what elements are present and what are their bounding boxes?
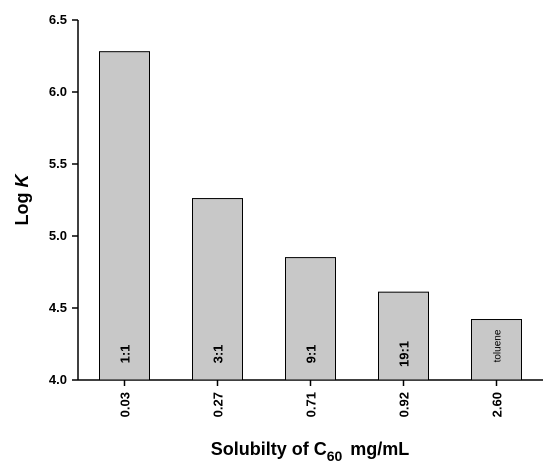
bar xyxy=(471,319,522,381)
bar xyxy=(285,257,336,381)
x-tick-label: 0.27 xyxy=(211,392,226,417)
bars: 1:1 3:1 9:1 19:1 toluene xyxy=(99,51,522,381)
bar-label: 9:1 xyxy=(304,345,319,364)
bar-label: 19:1 xyxy=(397,341,412,367)
y-axis-title-italic: K xyxy=(12,173,32,188)
bar-label: toluene xyxy=(493,329,504,362)
x-axis-title: Solubilty of C60 mg/mL xyxy=(211,439,410,464)
y-tick-label: 5.5 xyxy=(49,156,67,171)
bar-label: 1:1 xyxy=(118,345,133,364)
bar xyxy=(192,198,243,381)
x-axis-title-main: Solubilty of C xyxy=(211,439,327,459)
x-ticks: 0.03 0.27 0.71 0.92 2.60 xyxy=(118,380,505,417)
y-tick-label: 6.5 xyxy=(49,12,67,27)
y-tick-label: 5.0 xyxy=(49,228,67,243)
x-tick-label: 2.60 xyxy=(490,392,505,417)
y-tick-label: 6.0 xyxy=(49,84,67,99)
x-axis-title-subscript: 60 xyxy=(327,448,343,464)
y-axis-title-main: Log xyxy=(12,188,32,226)
bar xyxy=(378,291,429,381)
y-axis-title: Log K xyxy=(12,173,32,226)
x-tick-label: 0.03 xyxy=(118,392,133,417)
y-ticks: 4.0 4.5 5.0 5.5 6.0 6.5 xyxy=(49,12,78,387)
x-axis-title-unit: mg/mL xyxy=(350,439,409,459)
x-tick-label: 0.71 xyxy=(304,392,319,417)
y-tick-label: 4.0 xyxy=(49,372,67,387)
x-tick-label: 0.92 xyxy=(397,392,412,417)
bar xyxy=(99,51,150,381)
y-tick-label: 4.5 xyxy=(49,300,67,315)
bar-label: 3:1 xyxy=(211,345,226,364)
